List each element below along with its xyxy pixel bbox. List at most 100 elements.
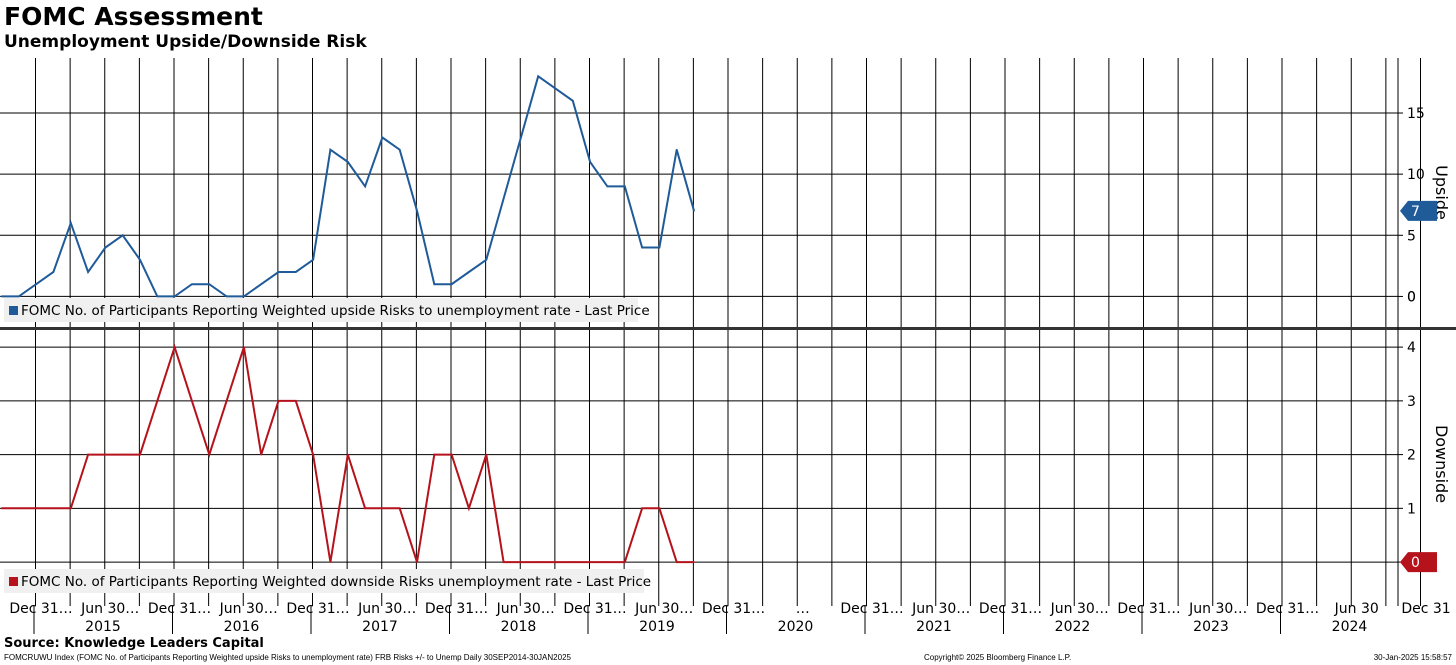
y-axis-label: Downside [1432, 425, 1451, 503]
data-point [433, 283, 436, 286]
data-point [658, 507, 661, 510]
y-tick-label: 0 [1407, 289, 1416, 305]
data-point [277, 400, 280, 402]
data-point [52, 271, 55, 273]
data-point [502, 197, 505, 200]
data-point [606, 561, 609, 563]
data-point [346, 161, 349, 163]
data-point [69, 507, 72, 510]
data-point [329, 148, 332, 151]
data-point [208, 453, 211, 456]
x-tick-label: Dec 31… [840, 601, 903, 617]
data-point [433, 453, 436, 456]
data-point [0, 507, 3, 510]
data-point [485, 258, 488, 261]
data-point [156, 400, 159, 402]
chart-subtitle: Unemployment Upside/Downside Risk [4, 32, 367, 52]
data-point [35, 283, 37, 286]
data-point [450, 283, 453, 286]
x-tick-label: Dec 31… [1117, 601, 1180, 617]
series-line-upside [1, 74, 695, 298]
last-value-label: 0 [1411, 555, 1420, 571]
chart-title: FOMC Assessment [4, 2, 263, 31]
y-tick-label: 2 [1407, 448, 1416, 464]
data-point [18, 507, 20, 510]
y-tick-label: 10 [1407, 167, 1425, 183]
x-tick-label: Jun 30… [1188, 601, 1247, 617]
data-point [520, 136, 522, 139]
data-point [416, 210, 418, 212]
y-tick-label: 15 [1407, 106, 1425, 122]
copyright-note: Copyright© 2025 Bloomberg Finance L.P. [924, 653, 1072, 662]
data-point [537, 75, 539, 78]
data-point [173, 346, 176, 348]
data-point [450, 453, 453, 456]
data-point [104, 453, 107, 456]
x-tick-label: Dec 31… [148, 601, 211, 617]
x-year-label: 2016 [224, 619, 260, 635]
data-point [658, 246, 661, 249]
x-tick-label: Jun 30… [219, 601, 278, 617]
data-point [69, 222, 72, 224]
data-point [121, 453, 124, 456]
data-point [364, 507, 366, 510]
x-year-label: 2023 [1193, 619, 1229, 635]
last-value-flag [1400, 200, 1437, 221]
data-point [398, 507, 401, 510]
x-year-label: 2020 [778, 619, 814, 635]
data-point [606, 185, 609, 188]
x-year-label: 2024 [1332, 619, 1368, 635]
data-point [87, 271, 89, 273]
x-tick-label: Dec 31… [9, 601, 72, 617]
panel-downside: 1 2 3 4 Downside FOMC No. of Participants Rep… [0, 340, 1451, 593]
last-value-flag [1400, 552, 1437, 573]
x-tick-label: Dec 31… [286, 601, 349, 617]
x-year-label: 2021 [916, 619, 952, 635]
data-point [398, 148, 401, 151]
data-point [173, 295, 176, 298]
data-point [381, 136, 384, 139]
data-point [295, 271, 297, 273]
data-point [554, 561, 557, 563]
data-point [572, 99, 574, 102]
data-point [589, 161, 591, 163]
data-point [641, 507, 643, 510]
x-year-label: 2017 [362, 619, 398, 635]
data-point [295, 400, 297, 402]
data-point [381, 507, 384, 510]
x-tick-label: Jun 30… [911, 601, 970, 617]
data-point [312, 258, 314, 261]
data-point [243, 295, 245, 298]
data-point [18, 295, 20, 298]
y-tick-label: 0 [1407, 289, 1416, 305]
x-tick-label: Dec 31 [1401, 601, 1450, 617]
x-year-label: 2018 [501, 619, 537, 635]
y-tick-label: 5 [1407, 228, 1416, 244]
data-point [191, 400, 193, 402]
legend-box [4, 569, 644, 593]
data-point [693, 561, 695, 563]
data-point [329, 561, 332, 563]
data-point [87, 453, 89, 456]
y-tick-label: 1 [1407, 501, 1416, 517]
x-tick-label: Jun 30… [496, 601, 555, 617]
x-tick-label: Jun 30… [357, 601, 416, 617]
x-year-label: 2015 [85, 619, 121, 635]
data-point [225, 400, 228, 402]
data-point [312, 453, 314, 456]
data-point [520, 561, 522, 563]
data-point [675, 561, 678, 563]
y-tick-label: 4 [1407, 340, 1416, 356]
y-tick-label: 3 [1407, 394, 1416, 410]
x-tick-label: Jun 30… [80, 601, 139, 617]
legend-label: FOMC No. of Participants Reporting Weigh… [21, 574, 651, 590]
data-point [623, 185, 626, 188]
data-point [277, 271, 280, 273]
x-year-label: 2022 [1055, 619, 1091, 635]
timestamp: 30-Jan-2025 15:58:57 [1373, 653, 1452, 662]
data-point [121, 234, 124, 237]
data-point [416, 561, 418, 563]
x-tick-label: Dec 31… [425, 601, 488, 617]
data-point [35, 507, 37, 510]
